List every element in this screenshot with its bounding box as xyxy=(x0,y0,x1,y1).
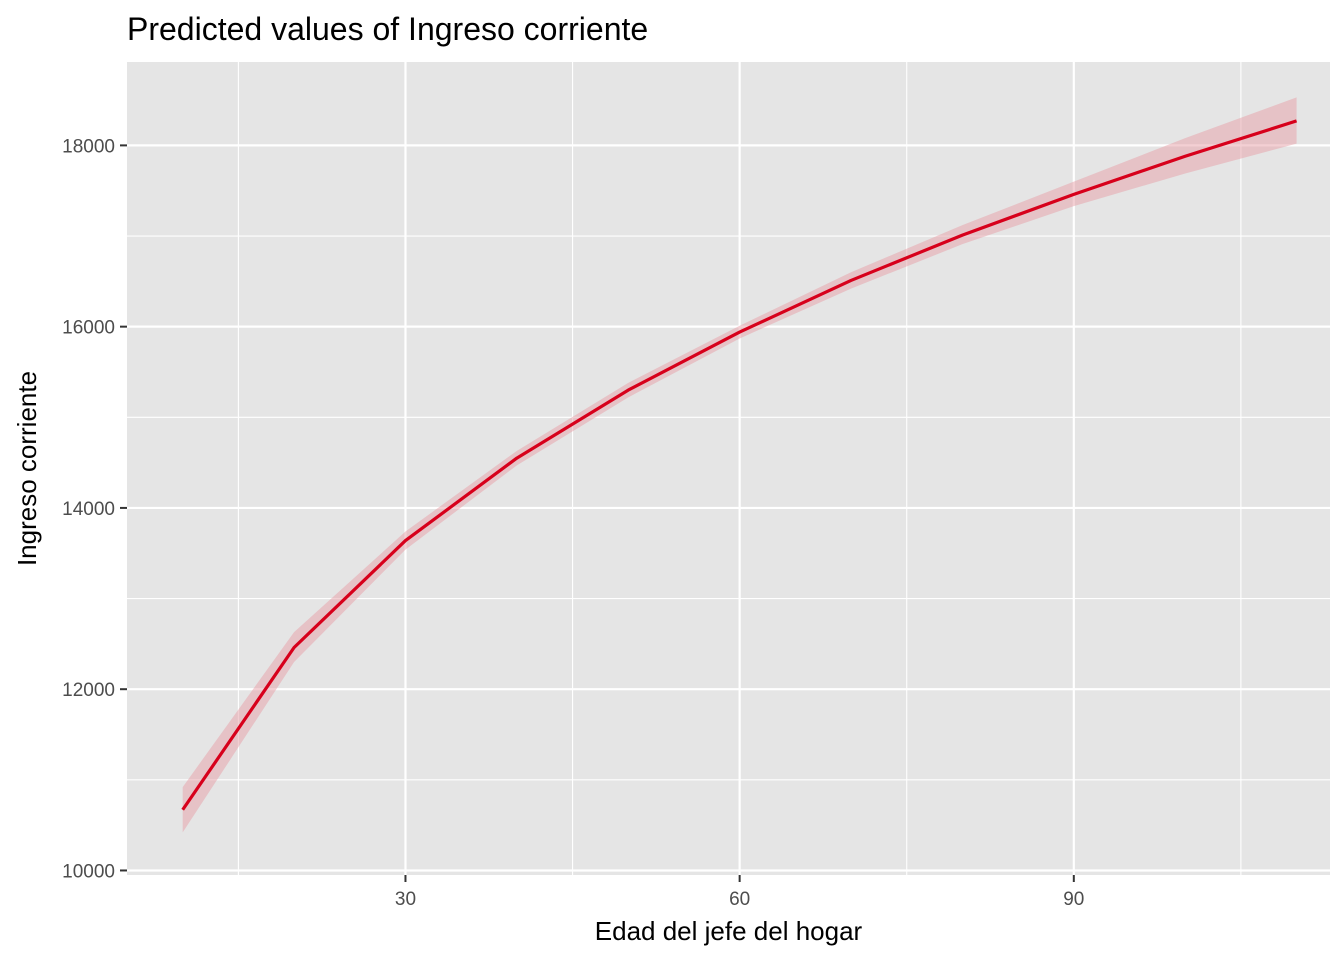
confidence-band-layer xyxy=(182,97,1297,833)
y-tick-label: 10000 xyxy=(62,861,115,882)
series-line-layer xyxy=(181,119,1298,811)
x-axis-title: Edad del jefe del hogar xyxy=(595,916,863,946)
predicted-line xyxy=(181,119,1298,811)
y-tick-label: 16000 xyxy=(62,318,115,339)
major-gridlines xyxy=(127,62,1330,875)
x-tick-label: 30 xyxy=(395,889,416,910)
confidence-band xyxy=(182,97,1297,833)
x-axis: 30 60 90 xyxy=(395,875,1084,910)
minor-gridlines xyxy=(127,62,1330,875)
y-axis-title: Ingreso corriente xyxy=(12,371,42,566)
y-tick-label: 14000 xyxy=(62,499,115,520)
x-tick-label: 60 xyxy=(729,889,750,910)
y-tick-label: 12000 xyxy=(62,680,115,701)
chart-title: Predicted values of Ingreso corriente xyxy=(127,11,648,47)
y-axis: 10000 12000 14000 16000 18000 xyxy=(62,136,127,882)
y-tick-label: 18000 xyxy=(62,136,115,157)
x-tick-label: 90 xyxy=(1063,889,1084,910)
plot-panel xyxy=(127,62,1330,875)
